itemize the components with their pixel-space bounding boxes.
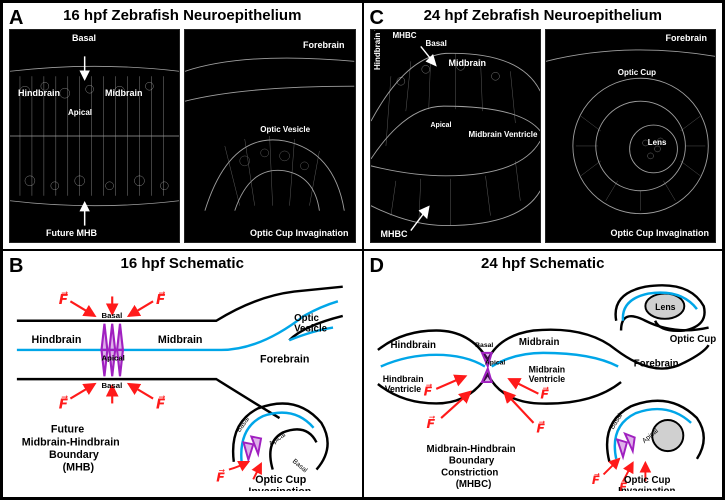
svg-text:Hindbrain: Hindbrain — [31, 334, 81, 346]
micrograph-right: Forebrain Optic Cup Lens Optic Cup Invag… — [545, 29, 716, 243]
svg-text:(MHB): (MHB) — [63, 462, 95, 474]
svg-text:Apical: Apical — [484, 360, 505, 367]
svg-text:Future: Future — [51, 424, 84, 436]
svg-text:Vesicle: Vesicle — [294, 323, 328, 334]
svg-text:Basal: Basal — [475, 342, 493, 349]
svg-text:Basal: Basal — [236, 415, 252, 433]
svg-text:Forebrain: Forebrain — [260, 354, 309, 366]
panel-letter: C — [370, 7, 384, 30]
svg-text:Midbrain-Hindbrain: Midbrain-Hindbrain — [426, 444, 515, 455]
label-apical: Apical — [68, 108, 92, 117]
svg-text:Midbrain: Midbrain — [518, 337, 559, 348]
svg-text:Optic: Optic — [294, 313, 319, 324]
micrograph-left: MHBC Basal Midbrain Hindbrain Ventricle … — [370, 29, 541, 243]
panel-letter: D — [370, 255, 384, 278]
svg-text:Hindbrain: Hindbrain — [382, 374, 423, 384]
micrograph-svg — [185, 30, 354, 242]
panel-c: C 24 hpf Zebrafish Neuroepithelium — [363, 2, 724, 250]
micrograph-svg — [10, 30, 179, 242]
panel-title: 24 hpf Schematic — [364, 255, 723, 272]
label-midbrain-ventricle: Midbrain Ventricle — [469, 130, 538, 139]
svg-text:Boundary: Boundary — [448, 456, 494, 467]
label-optic-cup-invag: Optic Cup Invagination — [611, 228, 710, 238]
svg-text:Basal: Basal — [102, 311, 123, 320]
svg-text:F⃗: F⃗ — [540, 386, 549, 401]
svg-text:(MHBC): (MHBC) — [455, 479, 491, 490]
label-basal: Basal — [72, 33, 96, 43]
svg-text:F⃗: F⃗ — [536, 420, 545, 435]
micrograph-left: Basal Hindbrain Midbrain Apical Future M… — [9, 29, 180, 243]
micrograph-row: Basal Hindbrain Midbrain Apical Future M… — [9, 29, 356, 243]
svg-text:Ventricle: Ventricle — [384, 384, 421, 394]
svg-text:Invagination: Invagination — [618, 486, 675, 491]
micrograph-row: MHBC Basal Midbrain Hindbrain Ventricle … — [370, 29, 717, 243]
label-basal: Basal — [426, 39, 447, 48]
svg-text:Basal: Basal — [291, 458, 309, 475]
schematic-svg: F⃗ F⃗ F⃗ F⃗ Hindbrain Midbrain Forebrain O… — [9, 277, 356, 491]
panel-title: 16 hpf Zebrafish Neuroepithelium — [3, 7, 362, 24]
svg-text:Midbrain-Hindbrain: Midbrain-Hindbrain — [22, 436, 120, 448]
svg-text:F⃗: F⃗ — [59, 395, 69, 411]
svg-text:F⃗: F⃗ — [59, 291, 69, 307]
svg-text:Boundary: Boundary — [49, 449, 99, 461]
svg-text:Ventricle: Ventricle — [528, 374, 565, 384]
label-mhbc: MHBC — [393, 31, 417, 40]
svg-text:Invagination: Invagination — [248, 486, 311, 491]
label-hindbrain-ventricle: Hindbrain Ventricle — [373, 29, 382, 70]
schematic-container: F⃗ F⃗ F⃗ F⃗ Hindbrain Midbrain Forebrain O… — [9, 277, 356, 491]
panel-d: D 24 hpf Schematic — [363, 250, 724, 498]
label-optic-cup: Optic Cup — [618, 68, 656, 77]
svg-text:F⃗: F⃗ — [156, 291, 166, 307]
svg-text:Midbrain: Midbrain — [158, 334, 203, 346]
svg-text:F⃗: F⃗ — [423, 383, 432, 398]
svg-text:F⃗: F⃗ — [156, 395, 166, 411]
schematic-container: F⃗F⃗ F⃗F⃗ Lens Optic Cup Hindbrain Hind — [370, 277, 717, 491]
label-apical: Apical — [431, 122, 452, 129]
schematic-svg: F⃗F⃗ F⃗F⃗ Lens Optic Cup Hindbrain Hind — [370, 277, 717, 491]
svg-text:Optic Cup: Optic Cup — [669, 334, 715, 345]
svg-text:Lens: Lens — [655, 302, 676, 312]
micrograph-svg — [546, 30, 715, 242]
svg-text:Optic Cup: Optic Cup — [255, 474, 307, 486]
svg-text:Constriction: Constriction — [441, 467, 498, 478]
svg-text:Basal: Basal — [609, 412, 624, 431]
label-lens: Lens — [648, 138, 667, 147]
svg-text:F⃗: F⃗ — [216, 469, 225, 484]
label-forebrain: Forebrain — [665, 33, 707, 43]
label-mhbc-bottom: MHBC — [381, 229, 408, 239]
svg-text:Apical: Apical — [268, 431, 288, 448]
panel-title: 16 hpf Schematic — [3, 255, 362, 272]
panel-b: B 16 hpf Schematic — [2, 250, 363, 498]
svg-text:Forebrain: Forebrain — [633, 358, 678, 369]
label-forebrain: Forebrain — [303, 40, 345, 50]
panel-letter: B — [9, 255, 23, 278]
svg-text:F⃗: F⃗ — [591, 473, 599, 487]
svg-text:F⃗: F⃗ — [426, 415, 435, 430]
label-midbrain: Midbrain — [449, 58, 487, 68]
label-optic-vesicle: Optic Vesicle — [260, 125, 310, 134]
svg-text:Basal: Basal — [102, 381, 123, 390]
label-future-mhb: Future MHB — [46, 228, 97, 238]
svg-text:Apical: Apical — [102, 354, 125, 363]
micrograph-right: Forebrain Optic Vesicle Optic Cup Invagi… — [184, 29, 355, 243]
label-optic-cup-invag: Optic Cup Invagination — [250, 228, 349, 238]
svg-text:Midbrain: Midbrain — [528, 364, 564, 374]
panel-title: 24 hpf Zebrafish Neuroepithelium — [364, 7, 723, 24]
panel-a: A 16 hpf Zebrafish Neuroepithelium — [2, 2, 363, 250]
panel-letter: A — [9, 7, 23, 30]
figure-container: A 16 hpf Zebrafish Neuroepithelium — [0, 0, 725, 500]
label-hindbrain: Hindbrain — [18, 88, 60, 98]
svg-text:Optic Cup: Optic Cup — [623, 475, 669, 486]
label-midbrain: Midbrain — [105, 88, 143, 98]
svg-text:Hindbrain: Hindbrain — [390, 340, 435, 351]
